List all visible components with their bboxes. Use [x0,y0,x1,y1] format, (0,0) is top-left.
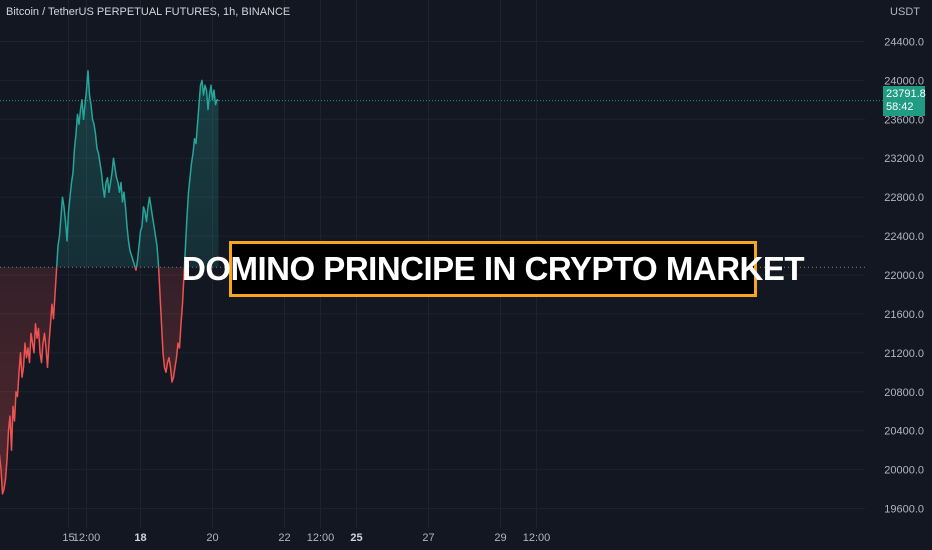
y-tick-label: 19600.0 [884,504,924,516]
x-tick-label: 20 [206,532,218,544]
x-tick-label: 25 [350,532,362,544]
currency-label: USDT [890,6,920,18]
y-tick-label: 23200.0 [884,153,924,165]
y-tick-label: 23600.0 [884,114,924,126]
area-fill-up [0,70,219,268]
symbol-title[interactable]: Bitcoin / TetherUS PERPETUAL FUTURES, 1h… [6,6,291,18]
x-tick-label: 29 [494,532,506,544]
last-price-value: 23791.8 [886,88,926,100]
x-tick-label: 12:00 [523,532,551,544]
y-tick-label: 20400.0 [884,426,924,438]
price-axis[interactable]: 19600.0 20000.0 20400.0 20800.0 21200.0 21600… [884,36,924,515]
y-tick-label: 20000.0 [884,465,924,477]
price-line-group [0,69,219,495]
area-fill-down [0,267,185,494]
price-line-up [55,69,219,268]
y-tick-label: 22000.0 [884,270,924,282]
headline-banner: DOMINO PRINCIPE IN CRYPTO MARKET [182,241,805,297]
y-tick-label: 22800.0 [884,192,924,204]
x-tick-label: 22 [278,532,290,544]
x-tick-label: 12:00 [73,532,101,544]
headline-text: DOMINO PRINCIPE IN CRYPTO MARKET [181,250,805,287]
last-price-tag: 23791.8 58:42 [883,86,926,116]
x-tick-label: 15 [62,532,74,544]
x-tick-label: 27 [422,532,434,544]
y-tick-label: 24400.0 [884,36,924,48]
x-tick-label: 12:00 [307,532,335,544]
y-tick-label: 24000.0 [884,75,924,87]
y-tick-label: 21200.0 [884,348,924,360]
y-tick-label: 22400.0 [884,231,924,243]
bar-countdown: 58:42 [886,101,914,113]
x-tick-label: 18 [134,532,146,544]
y-tick-label: 20800.0 [884,387,924,399]
price-line-down [0,267,186,495]
y-tick-label: 21600.0 [884,309,924,321]
